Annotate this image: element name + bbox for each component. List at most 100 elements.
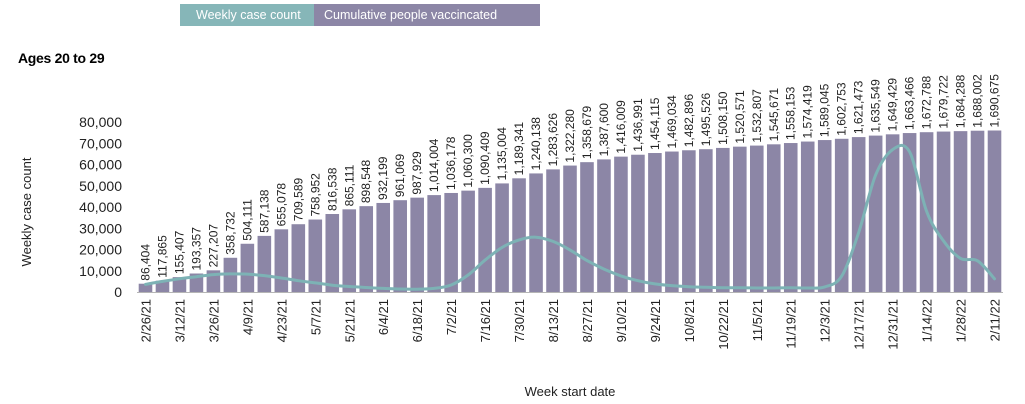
bar-data-label: 865,111 (342, 164, 356, 206)
bar (970, 130, 985, 292)
bar-data-label: 227,207 (206, 224, 220, 268)
bar (800, 141, 815, 292)
bar (665, 151, 679, 292)
bar (546, 169, 560, 292)
bar (580, 162, 594, 292)
bar-data-label: 987,929 (410, 151, 424, 195)
x-tick-label: 10/22/21 (716, 299, 731, 350)
bar-data-label: 1,672,788 (920, 75, 934, 129)
chart-subtitle: Ages 20 to 29 (18, 50, 105, 66)
x-tick-label: 4/23/21 (274, 299, 289, 342)
bar (987, 130, 1002, 292)
bar (766, 144, 781, 292)
bar-data-label: 1,589,045 (818, 83, 832, 137)
bar-data-label: 1,532,807 (750, 89, 764, 143)
bar (614, 156, 628, 292)
bar-data-label: 1,684,288 (954, 74, 968, 128)
bar-data-label: 758,952 (308, 173, 322, 217)
bar (478, 187, 492, 292)
x-tick-label: 5/7/21 (308, 299, 323, 335)
bar (342, 209, 357, 292)
x-tick-label: 11/19/21 (784, 299, 799, 349)
bar (410, 197, 424, 292)
bar-data-label: 504,111 (240, 199, 254, 241)
bar-data-label: 816,538 (325, 167, 339, 211)
y-axis-title: Weekly case count (19, 157, 34, 266)
bar (359, 206, 374, 292)
bar (563, 165, 577, 292)
bar (851, 137, 866, 292)
bar (631, 154, 645, 292)
bar-data-label: 1,558,153 (784, 86, 798, 140)
bar-data-label: 655,078 (274, 183, 288, 227)
bar (834, 138, 849, 292)
legend: Weekly case count Cumulative people vacc… (180, 4, 540, 26)
x-tick-label: 12/31/21 (886, 299, 901, 350)
bar (936, 131, 951, 292)
x-tick-label: 9/24/21 (648, 299, 663, 342)
bar-data-label: 1,679,722 (937, 75, 951, 129)
bar (699, 149, 713, 292)
bar-data-label: 898,548 (359, 159, 373, 203)
bar-data-label: 709,589 (291, 178, 305, 222)
bar-data-label: 117,865 (155, 235, 169, 278)
bar-data-label: 1,508,150 (716, 91, 730, 145)
x-axis-title: Week start date (525, 384, 616, 399)
bar-data-label: 1,495,526 (699, 92, 713, 146)
y-tick-label: 40,000 (79, 199, 122, 215)
bar-data-label: 1,520,571 (733, 90, 747, 144)
bar-data-label: 1,688,002 (971, 74, 985, 128)
bar (155, 280, 170, 292)
bar (648, 153, 662, 292)
bar (461, 190, 475, 292)
bar-data-label: 1,436,991 (631, 98, 645, 152)
y-tick-label: 20,000 (79, 242, 122, 258)
x-tick-label: 7/30/21 (512, 299, 527, 342)
bar-data-label: 1,690,675 (988, 74, 1002, 128)
bar (257, 235, 272, 292)
bar (325, 214, 340, 292)
bar-data-label: 1,469,034 (665, 95, 679, 149)
bar-data-label: 1,036,178 (444, 136, 458, 190)
bar-data-label: 1,416,009 (614, 100, 628, 154)
x-tick-label: 7/2/21 (444, 299, 459, 335)
bar-data-label: 1,014,004 (427, 138, 441, 192)
legend-cumulative-vaccinated: Cumulative people vaccincated (314, 4, 540, 26)
bar-data-label: 1,090,409 (478, 131, 492, 185)
bar (291, 224, 306, 292)
bar (308, 219, 323, 292)
y-tick-label: 80,000 (79, 114, 122, 130)
y-tick-label: 10,000 (79, 263, 122, 279)
y-tick-label: 0 (114, 284, 122, 300)
bar (783, 143, 798, 292)
legend-weekly-case-count: Weekly case count (180, 4, 314, 26)
bar (495, 183, 509, 292)
bar-data-label: 1,387,600 (597, 103, 611, 157)
y-tick-label: 60,000 (79, 157, 122, 173)
bar (885, 134, 900, 292)
x-tick-label: 1/28/22 (954, 299, 969, 342)
bar-data-label: 358,732 (223, 211, 237, 255)
bar (512, 178, 526, 292)
x-tick-label: 3/26/21 (206, 299, 221, 342)
bar (393, 200, 407, 292)
bar (138, 283, 153, 292)
x-tick-label: 3/12/21 (172, 299, 187, 342)
bar (817, 140, 832, 292)
x-tick-label: 8/13/21 (546, 299, 561, 342)
x-tick-label: 5/21/21 (342, 299, 357, 342)
bar (682, 150, 696, 292)
bar-data-label: 155,407 (172, 230, 186, 274)
bar-data-label: 1,482,896 (682, 94, 696, 148)
bar-data-label: 1,635,549 (869, 79, 883, 133)
bar (749, 145, 764, 292)
y-tick-label: 30,000 (79, 220, 122, 236)
bar (953, 131, 968, 292)
bar (274, 229, 289, 292)
weekly-case-line (144, 143, 996, 291)
bar-data-label: 1,574,419 (801, 85, 815, 139)
x-tick-label: 10/8/21 (682, 299, 697, 342)
bar-data-label: 1,322,280 (563, 109, 577, 163)
bar-data-label: 1,189,341 (512, 122, 526, 176)
bar (444, 192, 458, 292)
